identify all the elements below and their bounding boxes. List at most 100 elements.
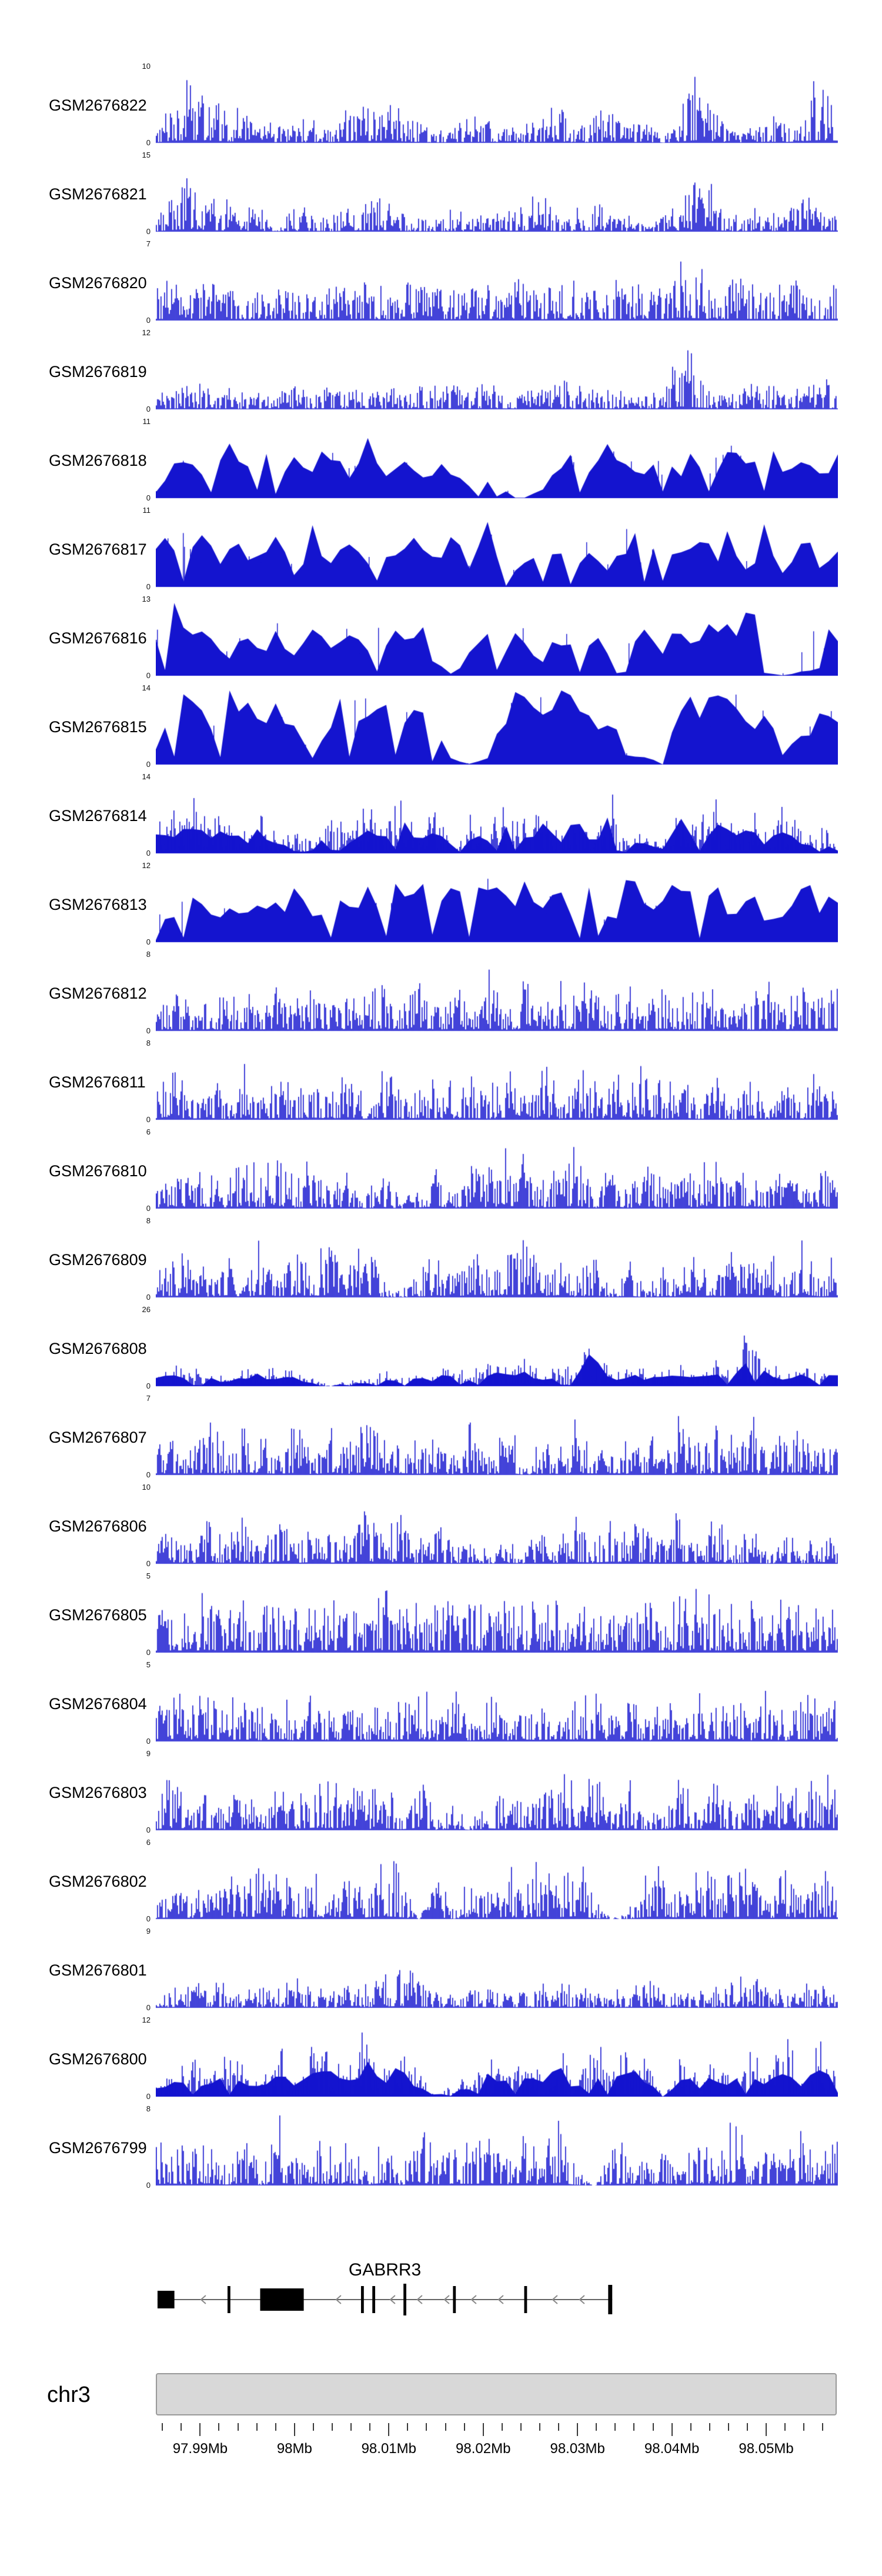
axis-minor-tick xyxy=(539,2423,540,2431)
track-label: GSM2676805 xyxy=(49,1606,147,1624)
exon-box xyxy=(372,2286,376,2313)
strand-arrow-left-icon xyxy=(416,2295,423,2304)
y-axis-zero-label: 0 xyxy=(146,937,151,946)
chromosome-ideogram xyxy=(156,2373,837,2415)
exon-box xyxy=(360,2286,364,2313)
y-axis-max-label: 13 xyxy=(142,595,151,603)
y-axis-zero-label: 0 xyxy=(146,493,151,502)
signal-plot-GSM2676818 xyxy=(156,421,838,499)
axis-minor-tick xyxy=(218,2423,220,2431)
strand-arrow-left-icon xyxy=(443,2295,450,2304)
y-axis-max-label: 8 xyxy=(146,1216,151,1225)
signal-plot-GSM2676813 xyxy=(156,865,838,943)
axis-minor-tick xyxy=(652,2423,654,2431)
axis-minor-tick xyxy=(822,2423,824,2431)
y-axis-max-label: 8 xyxy=(146,950,151,959)
axis-tick-label: 98.01Mb xyxy=(361,2441,416,2457)
exon-box xyxy=(227,2286,230,2313)
y-axis-max-label: 11 xyxy=(142,417,151,426)
axis-minor-tick xyxy=(162,2423,163,2431)
y-axis-zero-label: 0 xyxy=(146,1470,151,1479)
y-axis-zero-label: 0 xyxy=(146,1204,151,1213)
axis-minor-tick xyxy=(727,2423,729,2431)
y-axis-max-label: 8 xyxy=(146,1039,151,1047)
track-label: GSM2676807 xyxy=(49,1429,147,1446)
axis-minor-tick xyxy=(445,2423,446,2431)
axis-minor-tick xyxy=(426,2423,427,2431)
axis-major-tick xyxy=(199,2423,201,2436)
axis-major-tick xyxy=(671,2423,673,2436)
track-row-GSM2676809: GSM2676809 8 0 xyxy=(0,1216,882,1309)
track-label: GSM2676822 xyxy=(49,96,147,114)
track-label: GSM2676814 xyxy=(49,807,147,825)
signal-plot-GSM2676810 xyxy=(156,1132,838,1209)
strand-arrow-left-icon xyxy=(200,2295,206,2304)
axis-minor-tick xyxy=(596,2423,597,2431)
track-label: GSM2676803 xyxy=(49,1784,147,1801)
y-axis-zero-label: 0 xyxy=(146,2181,151,2190)
axis-major-tick xyxy=(577,2423,579,2436)
y-axis-zero-label: 0 xyxy=(146,1737,151,1746)
axis-tick-label: 98.05Mb xyxy=(739,2441,794,2457)
track-row-GSM2676800: GSM2676800 12 0 xyxy=(0,2016,882,2108)
exon-box xyxy=(403,2284,406,2315)
axis-minor-tick xyxy=(709,2423,710,2431)
y-axis-zero-label: 0 xyxy=(146,671,151,680)
track-label: GSM2676809 xyxy=(49,1251,147,1269)
signal-plot-GSM2676814 xyxy=(156,776,838,854)
axis-minor-tick xyxy=(633,2423,635,2431)
y-axis-zero-label: 0 xyxy=(146,405,151,413)
track-label: GSM2676817 xyxy=(49,540,147,558)
track-row-GSM2676799: GSM2676799 8 0 xyxy=(0,2104,882,2197)
track-row-GSM2676802: GSM2676802 6 0 xyxy=(0,1838,882,1931)
y-axis-max-label: 10 xyxy=(142,1483,151,1491)
axis-minor-tick xyxy=(407,2423,409,2431)
signal-plot-GSM2676802 xyxy=(156,1842,838,1920)
axis-minor-tick xyxy=(181,2423,182,2431)
signal-plot-GSM2676815 xyxy=(156,688,838,765)
chromosome-label: chr3 xyxy=(47,2383,91,2407)
signal-plot-GSM2676800 xyxy=(156,2020,838,2097)
y-axis-zero-label: 0 xyxy=(146,2092,151,2101)
track-row-GSM2676806: GSM2676806 10 0 xyxy=(0,1483,882,1576)
axis-minor-tick xyxy=(614,2423,616,2431)
track-row-GSM2676808: GSM2676808 26 0 xyxy=(0,1305,882,1398)
y-axis-zero-label: 0 xyxy=(146,1826,151,1834)
signal-plot-GSM2676819 xyxy=(156,332,838,410)
genome-axis: 97.99Mb 98Mb 98.01Mb 98.02Mb 98.03Mb 98.04Mb 9… xyxy=(0,2423,882,2470)
track-label: GSM2676813 xyxy=(49,896,147,913)
track-row-GSM2676815: GSM2676815 14 0 xyxy=(0,683,882,776)
signal-plot-GSM2676812 xyxy=(156,954,838,1032)
gene-name-label: GABRR3 xyxy=(348,2260,422,2280)
exon-box xyxy=(157,2291,175,2308)
track-label: GSM2676819 xyxy=(49,363,147,381)
track-row-GSM2676814: GSM2676814 14 0 xyxy=(0,772,882,865)
axis-minor-tick xyxy=(463,2423,465,2431)
axis-major-tick xyxy=(388,2423,390,2436)
axis-minor-tick xyxy=(312,2423,314,2431)
axis-minor-tick xyxy=(332,2423,333,2431)
y-axis-max-label: 10 xyxy=(142,62,151,71)
y-axis-max-label: 14 xyxy=(142,772,151,781)
y-axis-max-label: 6 xyxy=(146,1838,151,1847)
axis-tick-label: 97.99Mb xyxy=(172,2441,228,2457)
track-label: GSM2676816 xyxy=(49,629,147,647)
signal-plot-GSM2676822 xyxy=(156,66,838,144)
track-label: GSM2676810 xyxy=(49,1162,147,1180)
y-axis-zero-label: 0 xyxy=(146,1293,151,1302)
signal-plot-GSM2676808 xyxy=(156,1309,838,1387)
y-axis-zero-label: 0 xyxy=(146,760,151,769)
track-label: GSM2676799 xyxy=(49,2139,147,2157)
axis-major-tick xyxy=(766,2423,767,2436)
y-axis-zero-label: 0 xyxy=(146,1559,151,1568)
track-row-GSM2676813: GSM2676813 12 0 xyxy=(0,861,882,954)
track-label: GSM2676801 xyxy=(49,1961,147,1979)
axis-major-tick xyxy=(482,2423,484,2436)
axis-minor-tick xyxy=(237,2423,239,2431)
y-axis-max-label: 26 xyxy=(142,1305,151,1314)
exon-box xyxy=(524,2286,527,2313)
y-axis-zero-label: 0 xyxy=(146,2003,151,2012)
track-label: GSM2676821 xyxy=(49,185,147,203)
track-row-GSM2676812: GSM2676812 8 0 xyxy=(0,950,882,1043)
y-axis-max-label: 11 xyxy=(142,506,151,515)
